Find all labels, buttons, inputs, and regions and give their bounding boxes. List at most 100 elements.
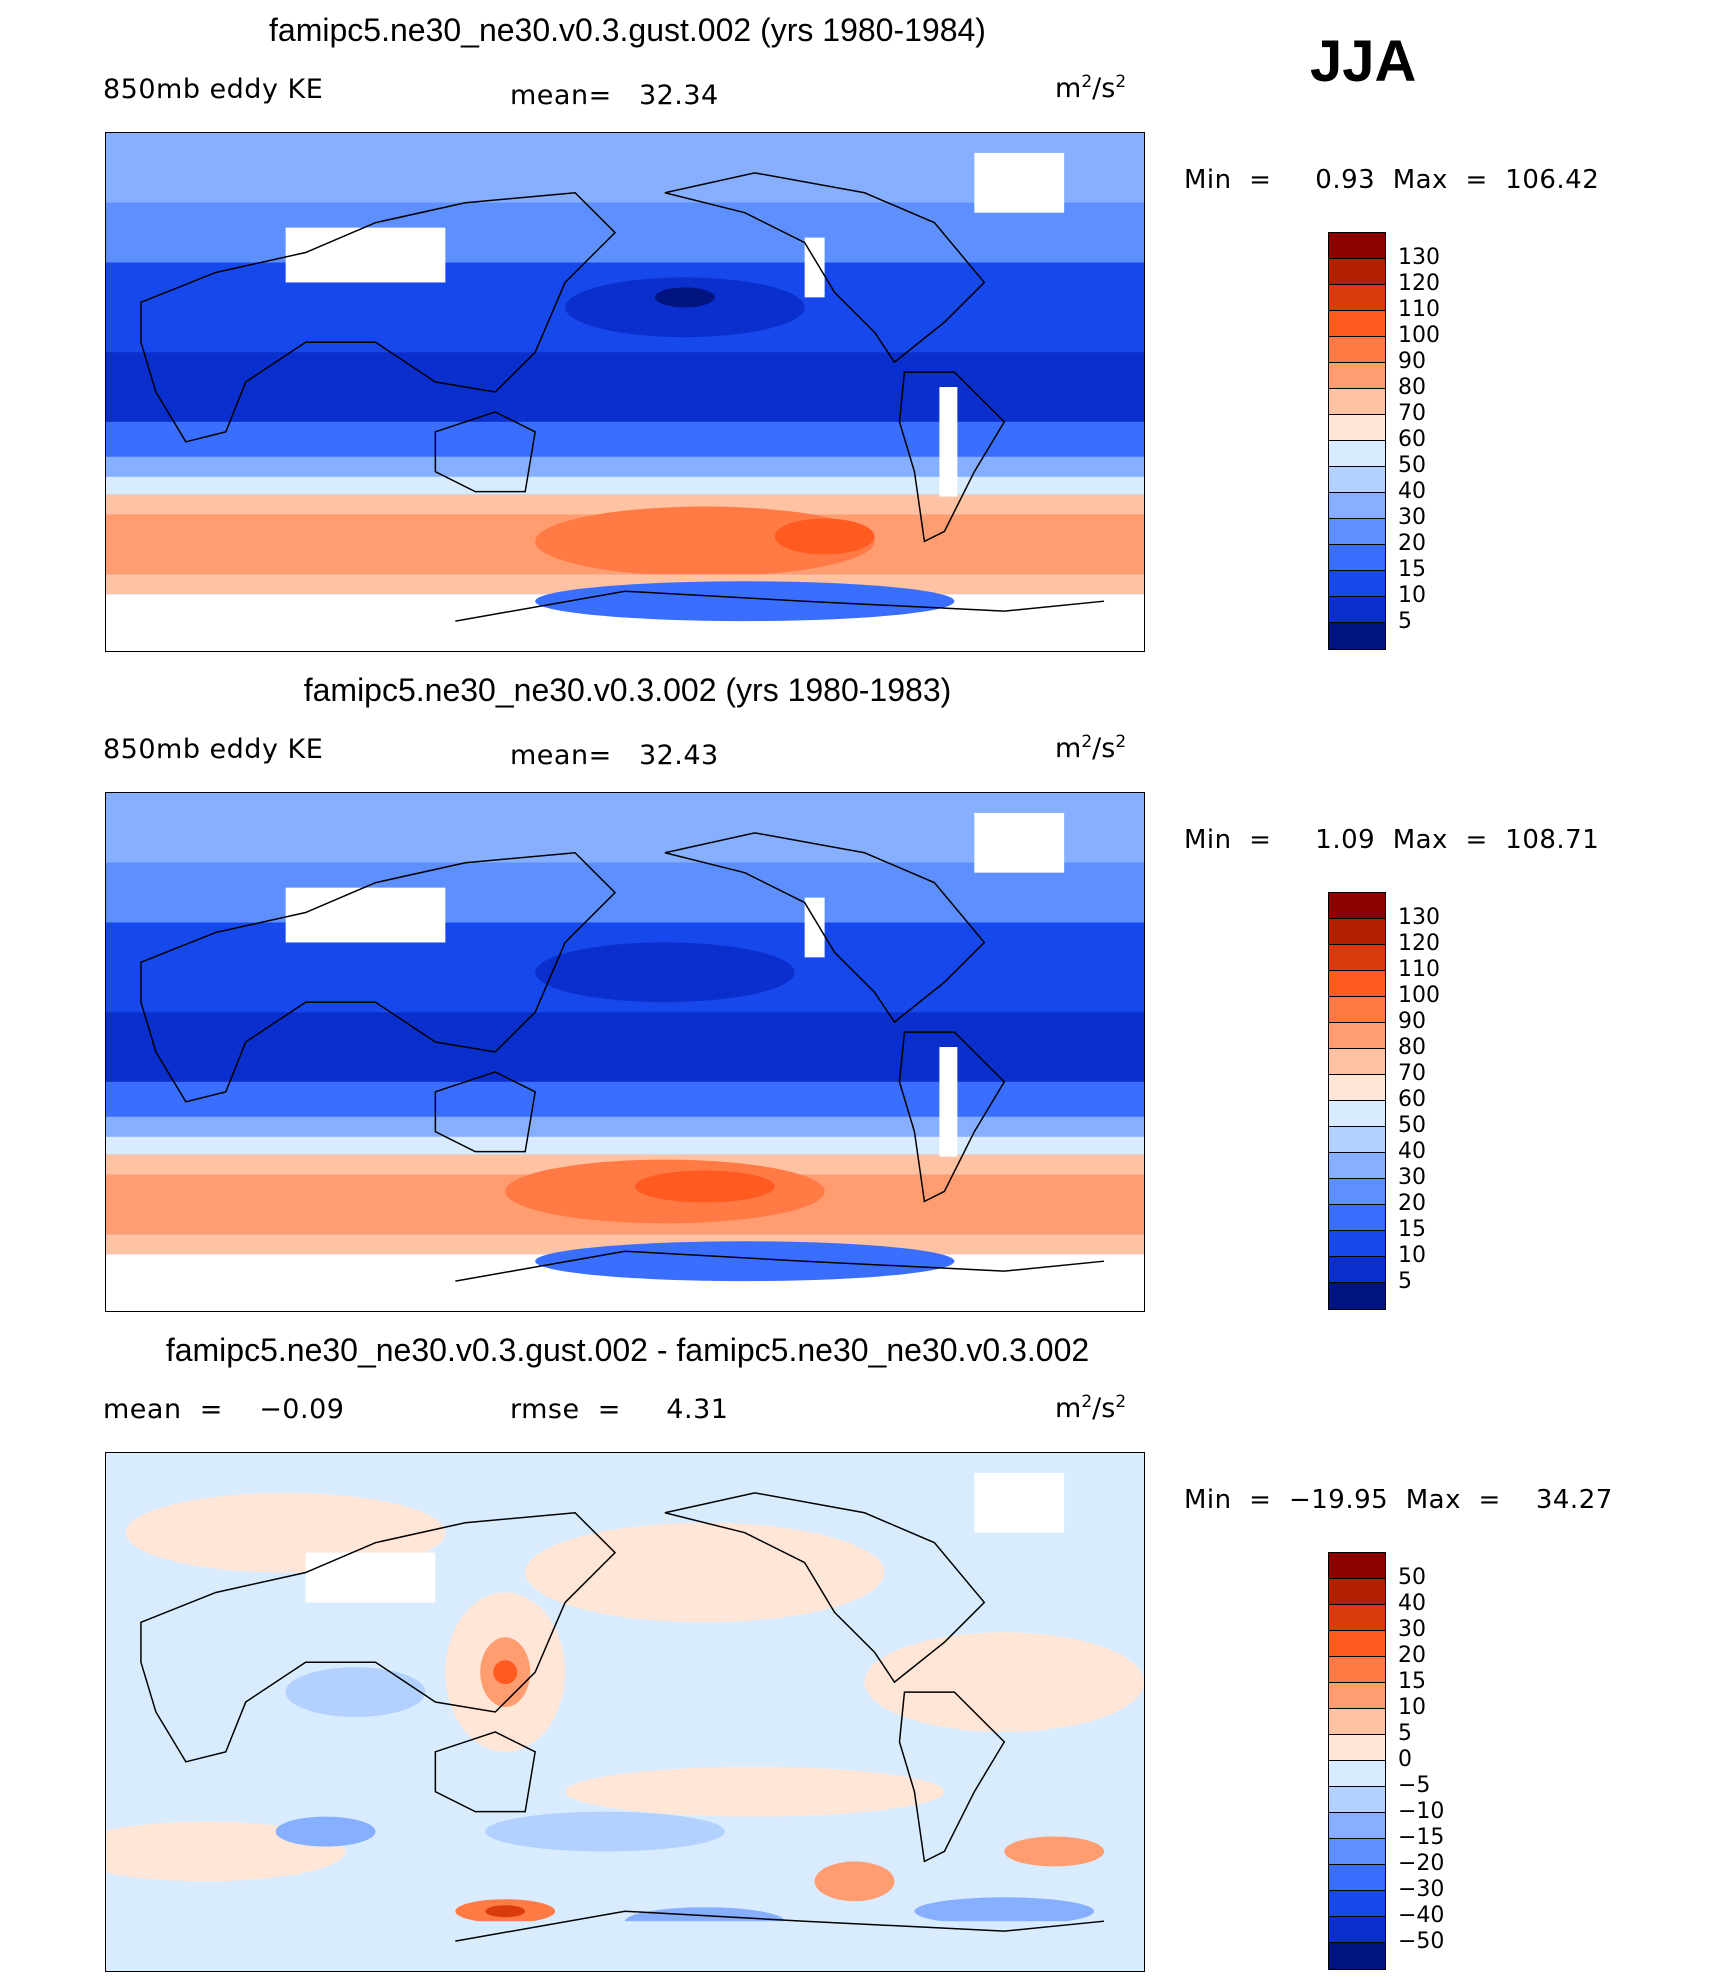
panel1-colorbar-swatch bbox=[1329, 311, 1385, 337]
panel2-colorbar-swatch bbox=[1329, 1023, 1385, 1049]
panel2-map-svg bbox=[106, 793, 1144, 1311]
panel3-units: m2/s2 bbox=[1055, 1392, 1127, 1424]
panel3-colorbar-label: −10 bbox=[1398, 1799, 1445, 1824]
panel2-map bbox=[105, 792, 1145, 1312]
panel3-colorbar-swatch bbox=[1329, 1943, 1385, 1969]
panel2-colorbar-swatch bbox=[1329, 893, 1385, 919]
panel3-colorbar-swatch bbox=[1329, 1579, 1385, 1605]
panel1-colorbar-swatch bbox=[1329, 441, 1385, 467]
panel3-colorbar-label: 20 bbox=[1398, 1643, 1426, 1668]
panel3-title: famipc5.ne30_ne30.v0.3.gust.002 - famipc… bbox=[165, 1332, 1090, 1368]
panel2-colorbar-label: 15 bbox=[1398, 1217, 1426, 1242]
panel1-colorbar-label: 40 bbox=[1398, 479, 1426, 504]
panel1-colorbar-swatch bbox=[1329, 337, 1385, 363]
panel2-colorbar-swatch bbox=[1329, 971, 1385, 997]
panel2-colorbar-label: 5 bbox=[1398, 1269, 1412, 1294]
panel2-colorbar-swatch bbox=[1329, 1075, 1385, 1101]
panel3-colorbar-label: −40 bbox=[1398, 1903, 1445, 1928]
panel2-colorbar-label: 90 bbox=[1398, 1009, 1426, 1034]
panel2-colorbar-label: 100 bbox=[1398, 983, 1440, 1008]
panel1-mean-label: mean= 32.34 bbox=[510, 80, 719, 111]
panel2-colorbar-swatch bbox=[1329, 1205, 1385, 1231]
panel3-map-svg bbox=[106, 1453, 1144, 1971]
panel2-colorbar-label: 60 bbox=[1398, 1087, 1426, 1112]
panel3-rmse-label: rmse = 4.31 bbox=[510, 1394, 729, 1425]
panel2-mean-label: mean= 32.43 bbox=[510, 740, 719, 771]
panel2-colorbar-label: 110 bbox=[1398, 957, 1440, 982]
panel3-colorbar-swatch bbox=[1329, 1787, 1385, 1813]
panel3-minmax: Min = −19.95 Max = 34.27 bbox=[1184, 1485, 1613, 1515]
panel1-colorbar-label: 50 bbox=[1398, 453, 1426, 478]
panel2-colorbar-label: 80 bbox=[1398, 1035, 1426, 1060]
panel3-colorbar-label: −30 bbox=[1398, 1877, 1445, 1902]
panel1-colorbar-swatch bbox=[1329, 571, 1385, 597]
panel2-colorbar-swatch bbox=[1329, 1231, 1385, 1257]
panel3-colorbar-swatch bbox=[1329, 1683, 1385, 1709]
panel3-colorbar-label: 10 bbox=[1398, 1695, 1426, 1720]
panel1-colorbar-label: 5 bbox=[1398, 609, 1412, 634]
panel1-colorbar-swatch bbox=[1329, 259, 1385, 285]
panel3-map bbox=[105, 1452, 1145, 1972]
panel2-colorbar bbox=[1328, 892, 1386, 1310]
panel2-colorbar-swatch bbox=[1329, 1101, 1385, 1127]
panel3-colorbar-label: −50 bbox=[1398, 1929, 1445, 1954]
panel2-units: m2/s2 bbox=[1055, 732, 1127, 764]
panel1-colorbar-label: 30 bbox=[1398, 505, 1426, 530]
panel2-colorbar-swatch bbox=[1329, 1153, 1385, 1179]
panel3-colorbar-swatch bbox=[1329, 1553, 1385, 1579]
panel1-colorbar-swatch bbox=[1329, 493, 1385, 519]
panel1-colorbar-label: 20 bbox=[1398, 531, 1426, 556]
panel1-minmax: Min = 0.93 Max = 106.42 bbox=[1184, 165, 1600, 195]
panel1-colorbar-label: 130 bbox=[1398, 245, 1440, 270]
panel3-colorbar-swatch bbox=[1329, 1917, 1385, 1943]
panel3-mean-label: mean = −0.09 bbox=[103, 1394, 345, 1425]
panel1-colorbar-label: 80 bbox=[1398, 375, 1426, 400]
panel1-variable-label: 850mb eddy KE bbox=[103, 74, 324, 105]
panel1-colorbar-swatch bbox=[1329, 545, 1385, 571]
panel2-colorbar-swatch bbox=[1329, 1257, 1385, 1283]
panel2-colorbar-label: 120 bbox=[1398, 931, 1440, 956]
panel3-colorbar-label: 5 bbox=[1398, 1721, 1412, 1746]
panel1-map bbox=[105, 132, 1145, 652]
panel1-colorbar-label: 15 bbox=[1398, 557, 1426, 582]
panel1-units: m2/s2 bbox=[1055, 72, 1127, 104]
panel3-colorbar-swatch bbox=[1329, 1605, 1385, 1631]
panel1-colorbar-label: 110 bbox=[1398, 297, 1440, 322]
panel3-colorbar-label: 30 bbox=[1398, 1617, 1426, 1642]
panel1-colorbar-label: 70 bbox=[1398, 401, 1426, 426]
panel1-colorbar-label: 120 bbox=[1398, 271, 1440, 296]
panel3-colorbar-label: 40 bbox=[1398, 1591, 1426, 1616]
panel2-colorbar-swatch bbox=[1329, 919, 1385, 945]
panel1-colorbar-label: 10 bbox=[1398, 583, 1426, 608]
panel3-colorbar-label: −15 bbox=[1398, 1825, 1445, 1850]
panel2-colorbar-swatch bbox=[1329, 1049, 1385, 1075]
panel3-colorbar-swatch bbox=[1329, 1709, 1385, 1735]
panel1-colorbar-swatch bbox=[1329, 389, 1385, 415]
panel3-colorbar-swatch bbox=[1329, 1813, 1385, 1839]
panel1-colorbar-swatch bbox=[1329, 597, 1385, 623]
panel1-colorbar-swatch bbox=[1329, 363, 1385, 389]
panel3-colorbar-label: 15 bbox=[1398, 1669, 1426, 1694]
panel2-title: famipc5.ne30_ne30.v0.3.002 (yrs 1980-198… bbox=[303, 672, 952, 708]
panel1-colorbar-swatch bbox=[1329, 285, 1385, 311]
panel2-minmax: Min = 1.09 Max = 108.71 bbox=[1184, 825, 1600, 855]
panel1-colorbar-label: 100 bbox=[1398, 323, 1440, 348]
panel2-colorbar-swatch bbox=[1329, 1179, 1385, 1205]
panel2-colorbar-label: 50 bbox=[1398, 1113, 1426, 1138]
panel3-colorbar-swatch bbox=[1329, 1839, 1385, 1865]
panel3-colorbar-swatch bbox=[1329, 1761, 1385, 1787]
panel2-colorbar-swatch bbox=[1329, 945, 1385, 971]
panel2-colorbar-swatch bbox=[1329, 997, 1385, 1023]
panel2-colorbar-swatch bbox=[1329, 1127, 1385, 1153]
panel1-colorbar-swatch bbox=[1329, 623, 1385, 649]
panel1-map-svg bbox=[106, 133, 1144, 651]
panel3-colorbar bbox=[1328, 1552, 1386, 1970]
panel2-colorbar-label: 130 bbox=[1398, 905, 1440, 930]
panel1-colorbar-label: 90 bbox=[1398, 349, 1426, 374]
panel3-colorbar-swatch bbox=[1329, 1657, 1385, 1683]
season-label: JJA bbox=[1310, 29, 1417, 94]
panel3-colorbar-swatch bbox=[1329, 1891, 1385, 1917]
panel2-colorbar-swatch bbox=[1329, 1283, 1385, 1309]
panel2-colorbar-label: 30 bbox=[1398, 1165, 1426, 1190]
panel2-variable-label: 850mb eddy KE bbox=[103, 734, 324, 765]
